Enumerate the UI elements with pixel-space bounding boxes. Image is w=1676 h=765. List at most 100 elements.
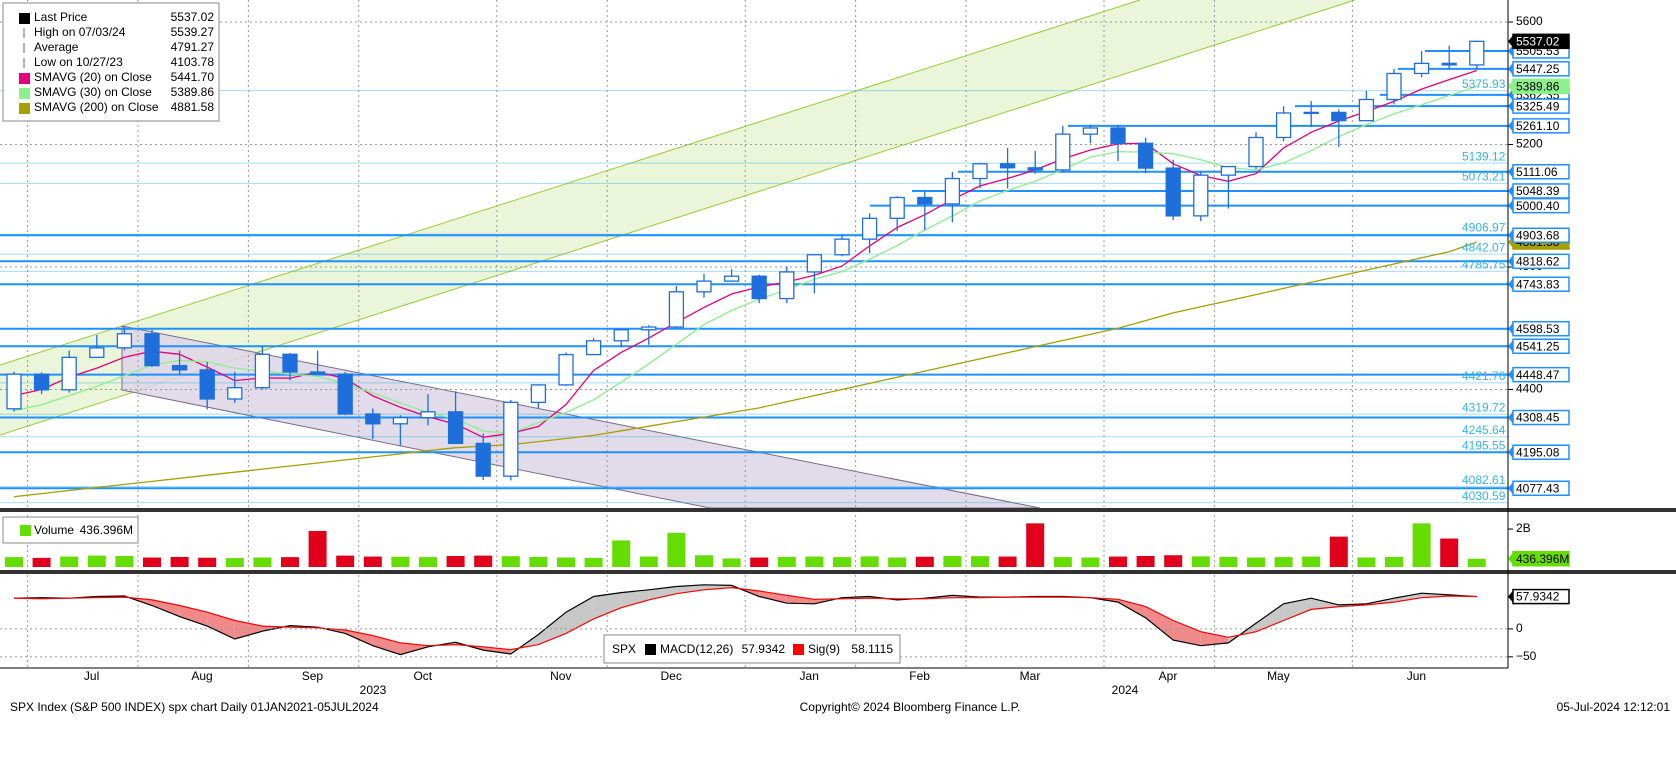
level-label: 4541.25 <box>1516 339 1560 353</box>
level-label-pointer <box>1508 340 1513 353</box>
legend-label: Low on 10/27/23 <box>34 55 123 69</box>
volume-bar <box>336 555 355 567</box>
level-label-box <box>1512 118 1570 134</box>
candle-body <box>613 329 629 342</box>
legend-value: 58.1115 <box>851 642 893 656</box>
candle-body <box>503 401 519 477</box>
x-tick-label: Jan <box>800 669 819 683</box>
legend-swatch <box>793 644 804 655</box>
legend-label: SPX <box>612 642 636 656</box>
x-tick-label: Apr <box>1159 669 1178 683</box>
level-label: 4448.47 <box>1516 368 1560 382</box>
volume-bar <box>750 557 769 567</box>
level-label-pointer <box>1508 255 1513 268</box>
x-tick-label: Dec <box>661 669 682 683</box>
volume-bar <box>225 558 244 567</box>
volume-bar <box>1274 557 1293 567</box>
volume-bar <box>971 556 989 567</box>
panel-separator <box>0 570 1676 574</box>
candle-body <box>834 238 850 256</box>
legend-label: Sig(9) <box>808 642 840 656</box>
candle-body <box>1413 62 1430 75</box>
last-price: 5537.02 <box>1516 35 1560 49</box>
volume-bar <box>87 555 106 567</box>
candle-body <box>475 442 491 477</box>
volume-bar <box>363 556 382 567</box>
candle-body <box>89 347 105 358</box>
volume-bar <box>1164 555 1183 567</box>
candle-body <box>33 373 50 391</box>
minor-level-label: 4421.76 <box>1462 369 1506 383</box>
volume-bar <box>1357 557 1376 567</box>
minor-level-label: 4030.59 <box>1462 489 1506 503</box>
volume-bar <box>198 557 217 567</box>
moving-average <box>13 241 1478 498</box>
footer-center: Copyright© 2024 Bloomberg Finance L.P. <box>800 700 1021 714</box>
legend-label: Average <box>34 40 79 54</box>
minor-level-label: 4245.64 <box>1462 423 1506 437</box>
candle-body <box>585 340 602 356</box>
macd-fill <box>1200 631 1229 646</box>
macd-fill <box>1421 593 1450 598</box>
candle-body <box>6 373 22 410</box>
level-label: 4743.83 <box>1516 277 1560 291</box>
level-label: 5261.10 <box>1516 119 1560 133</box>
macd-fill <box>400 642 428 655</box>
volume-bar <box>1136 555 1155 567</box>
volume-bar <box>1467 558 1486 567</box>
minor-level-label: 4195.55 <box>1462 438 1506 452</box>
candle-body <box>1303 111 1319 115</box>
volume-bar <box>612 540 631 567</box>
volume-last-pointer <box>1508 552 1513 565</box>
candle-body <box>392 417 409 425</box>
minor-level-label: 5375.93 <box>1462 77 1506 91</box>
y-tick-label: 4400 <box>1516 382 1543 396</box>
year-label: 2024 <box>1112 683 1139 697</box>
level-label: 4818.62 <box>1516 254 1560 268</box>
volume-bar <box>805 556 824 567</box>
legend-label: MACD(12,26) <box>660 642 733 656</box>
legend-label: Last Price <box>34 10 88 24</box>
volume-bar <box>1053 557 1072 567</box>
level-label: 4195.08 <box>1516 445 1560 459</box>
volume-bar <box>639 556 658 567</box>
sma30-last: 5389.86 <box>1516 80 1560 94</box>
footer-left: SPX Index (S&P 500 INDEX) spx chart Dail… <box>10 700 379 714</box>
x-tick-label: Aug <box>191 669 212 683</box>
level-label-box <box>1512 480 1570 497</box>
level-label: 5048.39 <box>1516 184 1560 198</box>
volume-bar <box>695 555 713 567</box>
volume-bar <box>1302 556 1321 567</box>
macd-fill <box>1311 598 1339 610</box>
level-label-box <box>1512 338 1570 354</box>
macd-fill <box>538 612 566 645</box>
macd-fill <box>648 586 677 600</box>
legend-value: 5539.27 <box>171 25 215 39</box>
minor-level-label: 4319.72 <box>1462 400 1506 414</box>
minor-level-label: 4842.07 <box>1462 240 1506 254</box>
candle-body <box>1220 165 1237 176</box>
macd-fill <box>483 646 511 655</box>
level-label-pointer <box>1508 88 1513 101</box>
legend-value: 4881.58 <box>171 100 215 114</box>
candle-body <box>1110 127 1126 144</box>
macd-fill <box>759 590 787 604</box>
candle-body <box>365 413 381 425</box>
volume-bar <box>446 555 465 567</box>
volume-bar <box>1247 557 1265 567</box>
level-label: 4077.43 <box>1516 481 1560 495</box>
volume-bar <box>1412 523 1431 567</box>
macd-fill <box>345 630 373 646</box>
volume-bar <box>1109 556 1127 567</box>
candle-body <box>889 196 905 219</box>
volume-bar <box>1191 556 1210 567</box>
candle-body <box>751 275 767 300</box>
legend-label: High on 07/03/24 <box>34 25 126 39</box>
candle-body <box>1055 133 1071 171</box>
candle-body <box>1165 167 1181 217</box>
legend-swatch <box>19 13 30 24</box>
level-label-box <box>1512 164 1570 180</box>
minor-level-label: 4906.97 <box>1462 220 1506 234</box>
legend-swatch <box>645 644 656 655</box>
